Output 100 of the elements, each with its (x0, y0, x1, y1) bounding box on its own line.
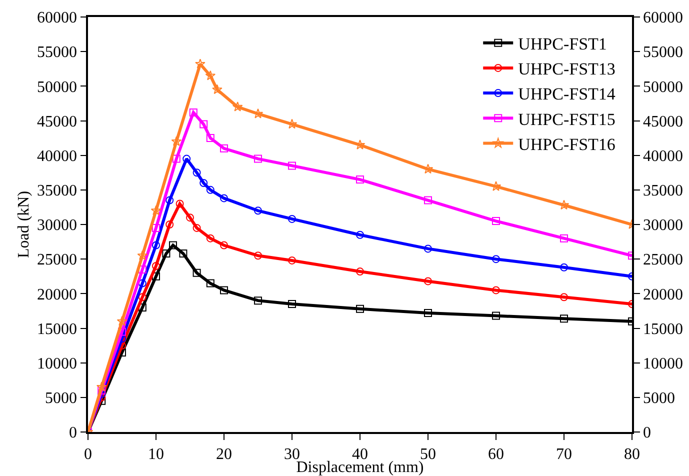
point (254, 206, 262, 215)
y-tick-label: 15000 (37, 320, 78, 338)
point (206, 186, 214, 194)
point (212, 84, 222, 94)
point (171, 136, 182, 146)
y2-tick-label: 10000 (642, 355, 683, 372)
y2-tick-label: 60000 (642, 10, 683, 27)
y2-tick-label: 15000 (642, 320, 683, 338)
y2-tick-label: 45000 (642, 113, 683, 130)
point (424, 309, 432, 318)
point (172, 154, 180, 163)
y-tick-label: 20000 (37, 286, 78, 304)
point (356, 304, 364, 313)
y-tick-label: 35000 (37, 182, 78, 200)
point (152, 262, 160, 270)
point (206, 234, 214, 242)
point (356, 176, 364, 184)
point (288, 300, 296, 308)
point (220, 241, 228, 250)
y-tick-label: 45000 (37, 113, 78, 130)
point (96, 382, 107, 392)
y-axis-title: Load (kN) (15, 190, 32, 258)
point (138, 279, 146, 288)
y-tick-label: 40000 (37, 148, 78, 165)
point (182, 154, 191, 163)
y-tick-label: 10000 (37, 355, 78, 372)
point (220, 286, 228, 294)
x-tick-label: 0 (84, 446, 92, 463)
legend-label: UHPC-FST13 (518, 60, 616, 79)
point (206, 134, 214, 142)
point (492, 217, 500, 226)
point (560, 293, 568, 302)
point (356, 230, 364, 239)
point (195, 58, 206, 68)
legend-label: UHPC-FST1 (518, 34, 607, 54)
y2-tick-label: 25000 (642, 252, 683, 269)
point (424, 196, 432, 204)
y-tick-label: 30000 (37, 217, 78, 234)
y2-tick-label: 0 (642, 424, 651, 442)
point (424, 244, 432, 253)
point (152, 224, 160, 232)
point (492, 255, 500, 264)
point (162, 250, 170, 258)
y2-tick-label: 20000 (642, 286, 683, 304)
legend-label: UHPC-FST15 (518, 110, 616, 129)
point (356, 268, 364, 276)
point (186, 214, 194, 222)
y2-tick-label: 40000 (642, 148, 683, 165)
point (205, 70, 216, 80)
x-tick-label: 70 (556, 446, 572, 463)
y2-tick-label: 5000 (642, 390, 675, 408)
y-tick-label: 25000 (37, 252, 78, 269)
point (206, 279, 214, 288)
point (288, 256, 296, 264)
legend-label: UHPC-FST14 (518, 84, 616, 104)
point (220, 144, 228, 152)
point (116, 316, 128, 326)
point (179, 250, 188, 258)
point (560, 234, 568, 242)
point (166, 196, 174, 204)
point (152, 241, 160, 250)
point (492, 312, 500, 320)
y-tick-label: 55000 (37, 44, 78, 62)
point (192, 168, 201, 177)
x-tick-label: 20 (216, 446, 232, 463)
y2-tick-label: 35000 (642, 182, 683, 200)
point (492, 286, 500, 294)
point (169, 241, 177, 250)
point (254, 154, 262, 163)
point (220, 194, 228, 202)
y2-tick-label: 50000 (642, 78, 683, 96)
point (200, 120, 208, 128)
point (232, 102, 243, 112)
y2-tick-label: 30000 (642, 217, 683, 234)
point (189, 108, 198, 116)
point (192, 268, 201, 277)
point (98, 386, 106, 394)
point (560, 314, 568, 323)
point (254, 296, 262, 305)
x-tick-label: 80 (624, 446, 640, 463)
point (254, 252, 262, 260)
point (137, 250, 148, 260)
y2-tick-label: 55000 (642, 44, 683, 62)
y-tick-label: 60000 (37, 10, 78, 27)
point (288, 162, 296, 170)
point (138, 293, 146, 302)
y-tick-label: 5000 (45, 390, 78, 408)
point (176, 200, 184, 208)
point (288, 214, 296, 223)
legend-label: UHPC-FST16 (518, 134, 616, 154)
point (192, 224, 201, 232)
point (560, 263, 568, 272)
x-tick-label: 10 (148, 446, 164, 463)
point (150, 205, 162, 216)
point (200, 179, 208, 187)
point (424, 277, 432, 286)
y-tick-label: 50000 (37, 78, 78, 96)
x-tick-label: 60 (488, 446, 504, 463)
y-tick-label: 0 (69, 424, 78, 442)
point (166, 220, 174, 228)
